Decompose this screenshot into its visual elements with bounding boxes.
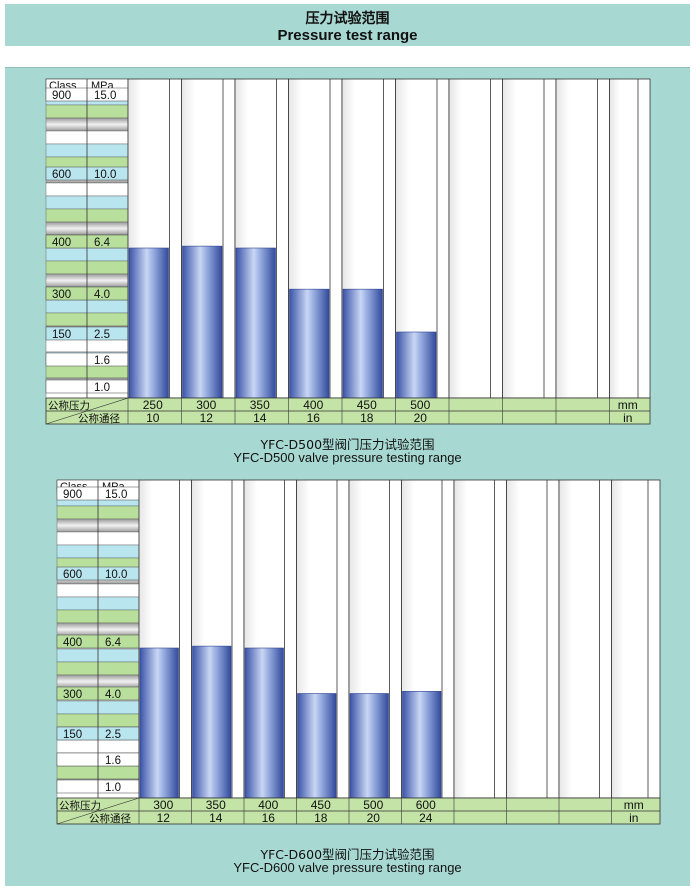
chart2-category-in: 20 bbox=[367, 811, 381, 825]
chart2-unit-in: in bbox=[629, 811, 638, 825]
page-title-en: Pressure test range bbox=[277, 27, 418, 44]
chart2-category-in: 24 bbox=[419, 811, 433, 825]
chart2-tick-mpa: 1.6 bbox=[105, 755, 121, 767]
chart1-tick-mpa: 15.0 bbox=[94, 90, 116, 102]
chart2-category-in: 12 bbox=[157, 811, 171, 825]
chart2-plot-column bbox=[611, 479, 661, 799]
chart1-plot-column bbox=[502, 78, 557, 399]
chart2-category-in: 14 bbox=[209, 811, 223, 825]
chart2-category-mm: 450 bbox=[311, 798, 331, 812]
title-bar: 压力试验范围 Pressure test range bbox=[5, 4, 690, 46]
chart1-category-in: 20 bbox=[414, 411, 428, 425]
chart1-bar bbox=[289, 288, 330, 399]
chart2-bar bbox=[139, 647, 179, 799]
chart1-row1-label: 公称压力 bbox=[48, 399, 90, 412]
chart1-category-mm: 500 bbox=[410, 398, 430, 412]
chart1-unit-mm: mm bbox=[618, 398, 638, 412]
chart2-unit-mm: mm bbox=[624, 798, 644, 812]
chart2-category-mm: 350 bbox=[206, 798, 226, 812]
chart1-tick-mpa: 1.0 bbox=[94, 382, 110, 394]
chart2-category-in: 16 bbox=[262, 811, 276, 825]
chart2-category-mm: 300 bbox=[153, 798, 173, 812]
chart2-tick-mpa: 4.0 bbox=[105, 689, 121, 701]
chart1-plot-column bbox=[609, 78, 651, 399]
chart1-caption-en: YFC-D500 valve pressure testing range bbox=[233, 450, 462, 465]
chart2-category-mm: 500 bbox=[363, 798, 383, 812]
chart1-plot-column bbox=[555, 78, 610, 399]
chart2-tick-class: 300 bbox=[63, 689, 82, 701]
chart2-plot-column bbox=[558, 479, 612, 799]
chart2-tick-mpa: 10.0 bbox=[105, 569, 127, 581]
chart2-tick-mpa: 15.0 bbox=[105, 489, 127, 501]
chart2-category-in: 18 bbox=[314, 811, 328, 825]
chart1-bar bbox=[182, 245, 223, 399]
chart1-bar bbox=[235, 247, 276, 399]
chart2-row2-label: 公称通径 bbox=[89, 812, 131, 825]
chart1-footer-diagonal bbox=[45, 397, 129, 425]
chart2-tick-class: 150 bbox=[63, 729, 82, 741]
chart1-category-in: 10 bbox=[146, 411, 160, 425]
chart1-tick-mpa: 2.5 bbox=[94, 329, 110, 341]
chart2-tick-mpa: 6.4 bbox=[105, 637, 122, 649]
chart2-bar bbox=[349, 693, 389, 799]
chart2-caption-en: YFC-D600 valve pressure testing range bbox=[233, 860, 462, 875]
chart1-caption-cn: YFC-D500型阀门压力试验范围 bbox=[260, 437, 435, 452]
chart2-category-mm: 400 bbox=[258, 798, 278, 812]
chart1-tick-mpa: 4.0 bbox=[94, 289, 110, 301]
chart1-tick-class: 400 bbox=[52, 237, 71, 249]
chart2-footer-diagonal bbox=[56, 797, 140, 825]
chart1-tick-class: 900 bbox=[52, 90, 71, 102]
chart1-category-mm: 300 bbox=[196, 398, 216, 412]
chart2-tick-mpa: 2.5 bbox=[105, 729, 121, 741]
chart1-tick-mpa: 6.4 bbox=[94, 237, 111, 249]
chart1-tick-class: 300 bbox=[52, 289, 71, 301]
chart2-plot-column bbox=[453, 479, 507, 799]
chart1-bar bbox=[396, 331, 437, 399]
chart1-category-in: 18 bbox=[360, 411, 374, 425]
chart1-bar bbox=[342, 288, 383, 399]
chart2-tick-class: 900 bbox=[63, 489, 82, 501]
chart2-tick-class: 400 bbox=[63, 637, 82, 649]
chart1-tick-class: 150 bbox=[52, 329, 71, 341]
chart2-bar bbox=[192, 645, 232, 799]
chart2-row1-label: 公称压力 bbox=[59, 799, 101, 812]
chart1-category-mm: 350 bbox=[250, 398, 270, 412]
chart1-unit-in: in bbox=[623, 411, 632, 425]
chart1-category-mm: 450 bbox=[357, 398, 377, 412]
chart2-bar bbox=[244, 647, 284, 799]
chart2-tick-mpa: 1.0 bbox=[105, 782, 121, 794]
chart2-category-mm: 600 bbox=[416, 798, 436, 812]
chart2-bar bbox=[297, 693, 337, 799]
chart2-caption-cn: YFC-D600型阀门压力试验范围 bbox=[260, 847, 435, 862]
chart1-tick-mpa: 10.0 bbox=[94, 169, 116, 181]
chart1-bar bbox=[128, 247, 169, 399]
chart1-category-in: 14 bbox=[253, 411, 267, 425]
chart1-tick-class: 600 bbox=[52, 169, 71, 181]
chart1-plot-column bbox=[448, 78, 503, 399]
chart1-category-in: 16 bbox=[307, 411, 321, 425]
page-title-cn: 压力试验范围 bbox=[305, 11, 390, 27]
chart2-tick-class: 600 bbox=[63, 569, 82, 581]
chart2-plot-column bbox=[506, 479, 560, 799]
chart2-bar bbox=[402, 691, 442, 799]
chart1-tick-mpa: 1.6 bbox=[94, 355, 110, 367]
chart1-category-mm: 250 bbox=[143, 398, 163, 412]
chart1-row2-label: 公称通径 bbox=[78, 412, 120, 425]
chart1-category-in: 12 bbox=[200, 411, 214, 425]
chart1-category-mm: 400 bbox=[303, 398, 323, 412]
